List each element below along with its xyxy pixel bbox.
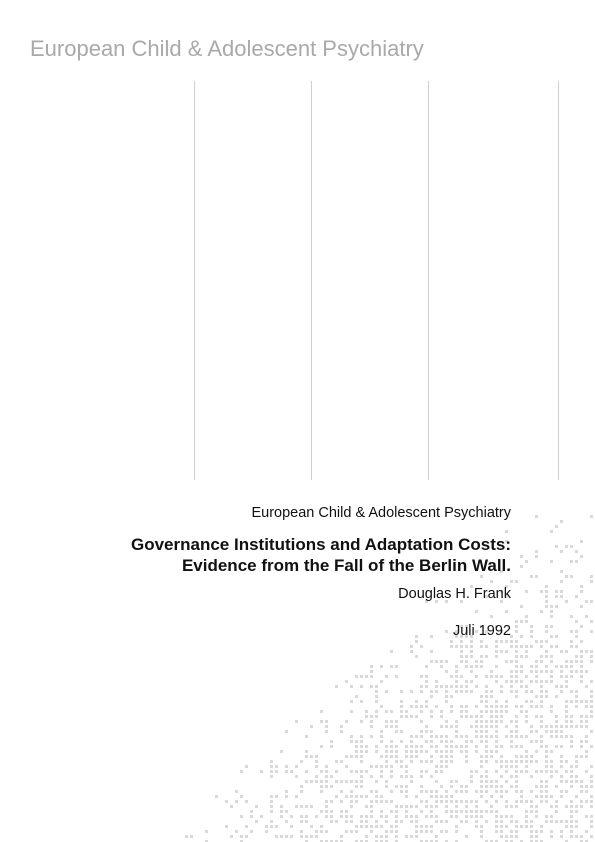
paper-title-line-1: Governance Institutions and Adaptation C… — [130, 535, 511, 554]
author-name: Douglas H. Frank — [398, 586, 511, 602]
publication-date: Juli 1992 — [452, 623, 511, 639]
vertical-rule — [194, 81, 195, 480]
paper-title: Governance Institutions and Adaptation C… — [131, 534, 511, 576]
header-journal-title: European Child & Adolescent Psychiatry — [30, 36, 424, 61]
vertical-rule — [428, 81, 429, 480]
paper-title-line-2: Evidence from the Fall of the Berlin Wal… — [181, 556, 511, 575]
vertical-rule — [558, 81, 559, 480]
cover-journal-name: European Child & Adolescent Psychiatry — [251, 505, 511, 521]
vertical-rule — [311, 81, 312, 480]
